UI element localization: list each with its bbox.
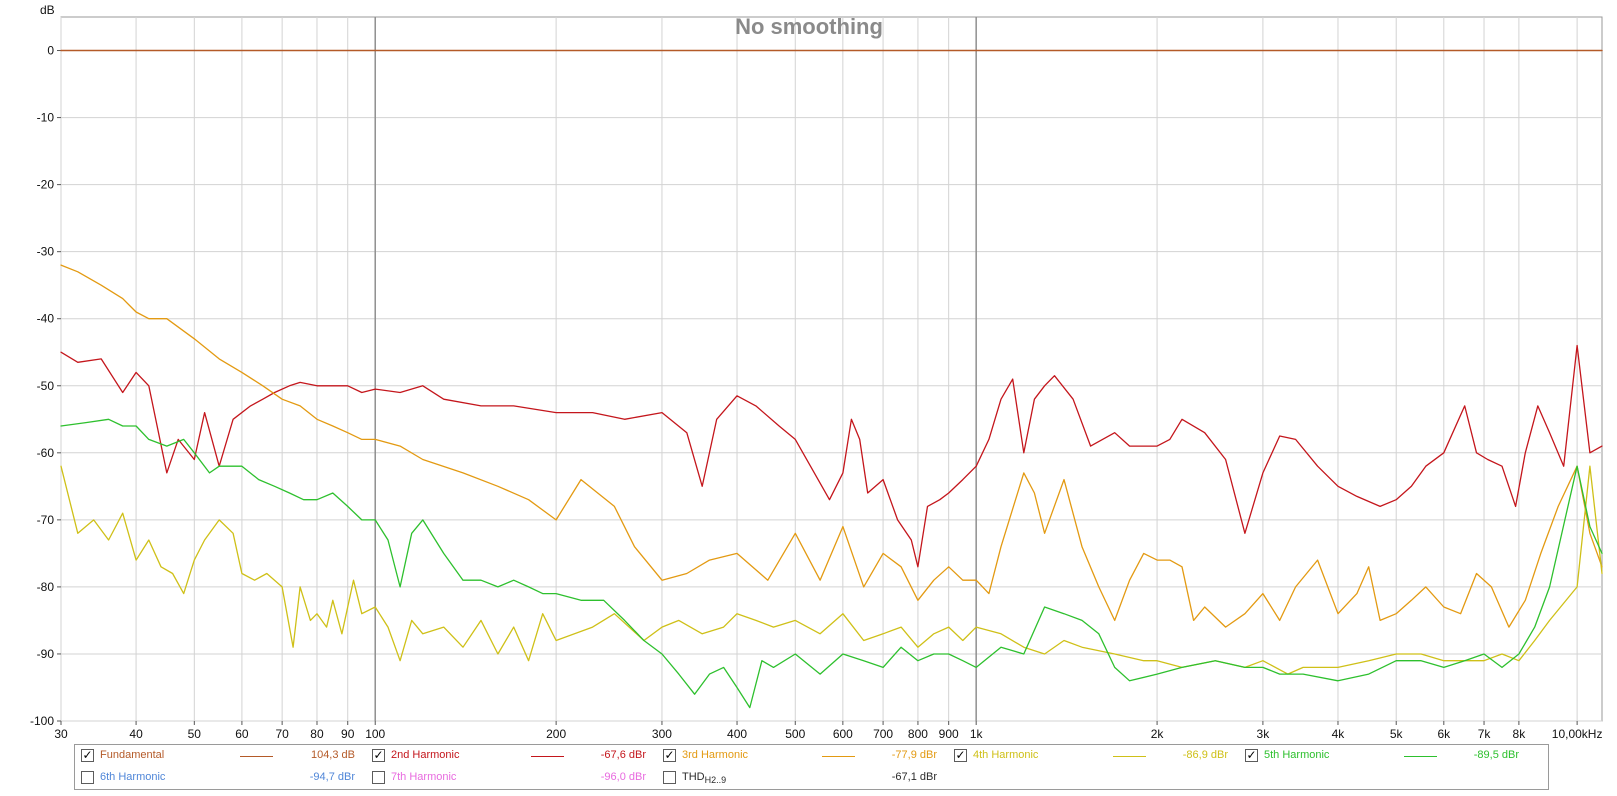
y-tick-label-10: -100 [30,714,54,728]
harmonic-3-checkbox[interactable]: ✓ [663,748,676,762]
harmonic-7-label: 7th Harmonic [391,771,457,783]
y-tick-label-4: -40 [37,312,55,326]
y-tick-label-8: -80 [37,580,55,594]
x-tick-label-24: 10,00kHz [1552,727,1603,741]
x-tick-label-22: 7k [1478,727,1492,741]
x-tick-label-9: 300 [652,727,672,741]
x-tick-label-10: 400 [727,727,747,741]
x-tick-label-8: 200 [546,727,566,741]
y-tick-label-3: -30 [37,245,55,259]
plot-background [60,16,1603,722]
harmonic-3-label: 3rd Harmonic [682,749,749,761]
y-tick-label-5: -50 [37,379,55,393]
x-tick-label-23: 8k [1513,727,1527,741]
x-tick-label-1: 40 [129,727,143,741]
fundamental-value: 104,3 dB [310,749,355,761]
x-tick-label-2: 50 [188,727,202,741]
x-tick-label-5: 80 [310,727,324,741]
harmonic-2-line-sample [531,756,564,757]
fundamental-checkbox[interactable]: ✓ [81,748,94,762]
chart-title: No smoothing [735,14,883,39]
y-tick-label-7: -70 [37,513,55,527]
fundamental-line-sample [240,756,273,757]
y-axis-label: dB [40,3,55,17]
harmonic-6-label: 6th Harmonic [100,771,166,783]
harmonic-7-value: -96,0 dBr [600,771,646,783]
y-tick-label-6: -60 [37,446,55,460]
fundamental-label: Fundamental [100,749,165,761]
series-layer [60,49,1603,709]
x-tick-label-4: 70 [275,727,289,741]
thd-value: -67,1 dBr [891,771,937,783]
harmonic-5-line-sample [1404,756,1437,757]
y-tick-label-2: -20 [37,178,55,192]
harmonic-7-checkbox[interactable] [372,771,385,784]
series-line-4th-harmonic [60,465,1603,675]
x-tick-label-14: 800 [908,727,928,741]
harmonic-5-checkbox[interactable]: ✓ [1245,748,1258,762]
legend-item-2nd-harmonic[interactable]: ✓ 2nd Harmonic -67,6 dBr [366,745,656,767]
legend-item-6th-harmonic[interactable]: 6th Harmonic -94,7 dBr [75,767,365,789]
x-tick-label-0: 30 [54,727,68,741]
legend-item-5th-harmonic[interactable]: ✓ 5th Harmonic -89,5 dBr [1239,745,1529,767]
harmonic-4-checkbox[interactable]: ✓ [954,748,967,762]
legend-row-2: 6th Harmonic -94,7 dBr 7th Harmonic -96,… [75,767,1548,789]
legend-row-1: ✓ Fundamental 104,3 dB ✓ 2nd Harmonic -6… [75,745,1548,767]
x-tick-label-12: 600 [833,727,853,741]
legend-item-fundamental[interactable]: ✓ Fundamental 104,3 dB [75,745,365,767]
x-tick-label-19: 4k [1332,727,1346,741]
harmonic-6-checkbox[interactable] [81,771,94,784]
harmonic-3-line-sample [822,756,855,757]
x-tick-label-16: 1k [970,727,984,741]
harmonic-2-label: 2nd Harmonic [391,749,460,761]
y-tick-label-9: -90 [37,647,55,661]
legend-item-thd[interactable]: THDH2..9 -67,1 dBr [657,767,947,789]
x-tick-label-7: 100 [365,727,385,741]
x-tick-label-15: 900 [939,727,959,741]
x-tick-label-3: 60 [235,727,249,741]
legend: ✓ Fundamental 104,3 dB ✓ 2nd Harmonic -6… [74,744,1549,790]
harmonic-3-value: -77,9 dBr [891,749,937,761]
thd-label-subscript: H2..9 [704,775,727,785]
harmonic-5-value: -89,5 dBr [1473,749,1519,761]
x-axis: 30 40 50 60 70 80 90 100 200 300 400 500 600 700 800 90… [54,721,1602,741]
x-tick-label-13: 700 [873,727,893,741]
legend-item-4th-harmonic[interactable]: ✓ 4th Harmonic -86,9 dBr [948,745,1238,767]
harmonic-4-value: -86,9 dBr [1182,749,1228,761]
x-tick-label-6: 90 [341,727,355,741]
x-tick-label-17: 2k [1151,727,1165,741]
y-tick-label-0: 0 [47,44,54,58]
harmonic-4-line-sample [1113,756,1146,757]
x-tick-label-18: 3k [1257,727,1271,741]
harmonic-2-value: -67,6 dBr [600,749,646,761]
harmonic-6-value: -94,7 dBr [309,771,355,783]
x-tick-label-20: 5k [1390,727,1404,741]
y-axis: 0 -10 -20 -30 -40 -50 -60 -70 -80 -90 -100 [30,44,61,728]
harmonic-4-label: 4th Harmonic [973,749,1039,761]
legend-item-7th-harmonic[interactable]: 7th Harmonic -96,0 dBr [366,767,656,789]
thd-checkbox[interactable] [663,771,676,784]
thd-label: THDH2..9 [682,771,727,785]
series-line-3rd-harmonic [60,264,1603,628]
series-line-2nd-harmonic [60,344,1603,568]
y-tick-label-1: -10 [37,111,55,125]
harmonic-2-checkbox[interactable]: ✓ [372,748,385,762]
legend-item-3rd-harmonic[interactable]: ✓ 3rd Harmonic -77,9 dBr [657,745,947,767]
x-tick-label-11: 500 [785,727,805,741]
thd-label-main: THD [682,771,705,783]
harmonic-5-label: 5th Harmonic [1264,749,1330,761]
series-line-5th-harmonic [60,418,1603,709]
x-tick-label-21: 6k [1437,727,1451,741]
